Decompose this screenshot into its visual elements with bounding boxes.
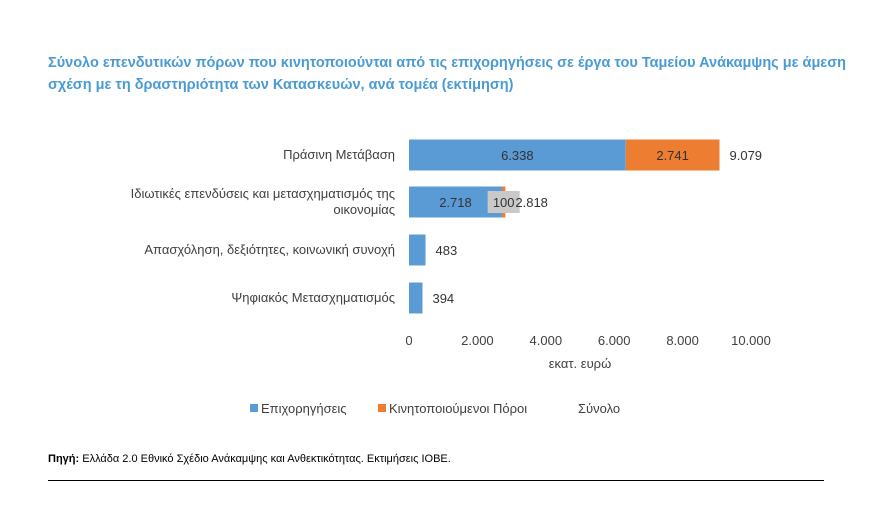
legend: Επιχορηγήσεις Κινητοποιούμενοι Πόροι Σύνολ… <box>250 401 620 416</box>
total-label: 394 <box>432 291 454 306</box>
x-tick-label: 10.000 <box>731 333 771 348</box>
data-label-box <box>487 191 520 213</box>
category-label: Ψηφιακός Μετασχηματισμός <box>231 290 395 305</box>
legend-swatch <box>250 404 258 412</box>
legend-entry: Επιχορηγήσεις <box>261 401 347 416</box>
legend-swatch <box>378 404 386 412</box>
total-label: 9.079 <box>730 148 763 163</box>
x-tick-label: 2.000 <box>461 333 494 348</box>
x-axis-ticks: 0 2.000 4.000 6.000 8.000 10.000 <box>405 333 771 348</box>
x-tick-label: 8.000 <box>666 333 699 348</box>
x-tick-label: 0 <box>405 333 412 348</box>
x-axis-label: εκατ. ευρώ <box>549 356 611 371</box>
bar-segment <box>625 139 720 171</box>
stacked-bar-chart: 6.338 2.741 9.079 2.718 100 2.818 483 394 Πράσι… <box>131 139 771 416</box>
bar-segment <box>409 139 626 171</box>
category-labels: Πράσινη Μετάβαση Ιδιωτικές επενδύσεις και… <box>131 147 395 305</box>
data-label: 6.338 <box>501 148 534 163</box>
category-label-line: Απασχόληση, δεξιότητες, κοινωνική συνοχή <box>144 242 395 257</box>
x-tick-label: 4.000 <box>530 333 563 348</box>
category-label: Απασχόληση, δεξιότητες, κοινωνική συνοχή <box>144 242 395 257</box>
data-label: 100 <box>493 195 515 210</box>
data-label: 2.741 <box>656 148 689 163</box>
source-text: Ελλάδα 2.0 Εθνικό Σχέδιο Ανάκαμψης και Α… <box>82 453 451 465</box>
legend-entry: Σύνολο <box>578 401 620 416</box>
data-label: 2.718 <box>439 195 472 210</box>
bar-segment <box>409 186 502 218</box>
category-label-line: Πράσινη Μετάβαση <box>283 147 395 162</box>
chart-title: Σύνολο επενδυτικών πόρων που κινητοποιού… <box>48 55 846 93</box>
category-label-line: Ψηφιακός Μετασχηματισμός <box>231 290 395 305</box>
category-label-line: Ιδιωτικές επενδύσεις και μετασχηματισμός… <box>131 186 395 201</box>
category-label: Ιδιωτικές επενδύσεις και μετασχηματισμός… <box>131 186 395 217</box>
source-note: Πηγή: Ελλάδα 2.0 Εθνικό Σχέδιο Ανάκαμψης… <box>48 453 838 465</box>
bottom-divider <box>48 480 824 481</box>
category-label: Πράσινη Μετάβαση <box>283 147 395 162</box>
total-label: 2.818 <box>515 195 548 210</box>
x-tick-label: 6.000 <box>598 333 631 348</box>
bar-segment <box>409 282 423 314</box>
bar-segment <box>409 234 426 266</box>
legend-entry: Κινητοποιούμενοι Πόροι <box>389 401 527 416</box>
category-label-line: οικονομίας <box>333 202 395 217</box>
source-label: Πηγή: <box>48 453 80 465</box>
bars-group: 6.338 2.741 9.079 2.718 100 2.818 483 394 <box>409 139 763 314</box>
total-label: 483 <box>436 243 458 258</box>
